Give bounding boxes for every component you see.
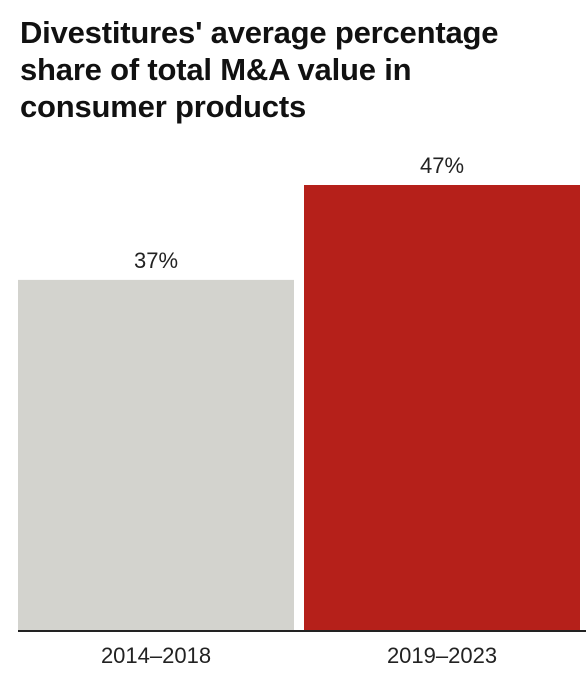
bar-2014–2018 [18,279,294,631]
x-tick-label: 2014–2018 [101,643,211,668]
value-label: 37% [134,248,178,273]
x-tick-label: 2019–2023 [387,643,497,668]
value-label: 47% [420,153,464,178]
bar-2019–2023 [304,185,580,631]
chart-title: Divestitures' average percentage share o… [20,15,499,124]
